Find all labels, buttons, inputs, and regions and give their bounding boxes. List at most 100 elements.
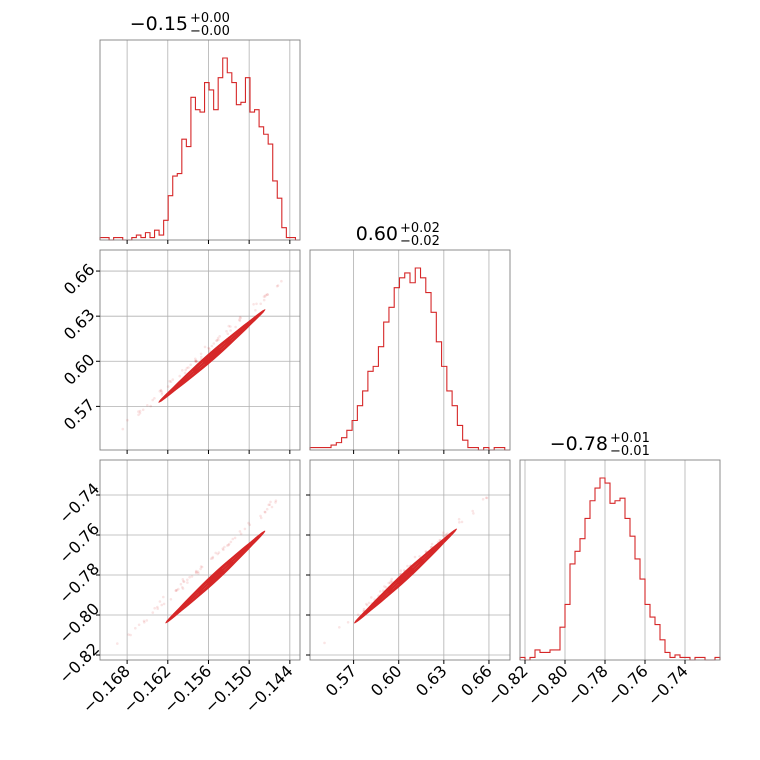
- contour-1-2-sample: [402, 569, 406, 572]
- contour-0-2-sample: [226, 544, 229, 547]
- contour-1-2-sample: [365, 603, 369, 607]
- contour-0-2-sample: [142, 619, 146, 623]
- contour-1-2-sample: [406, 564, 409, 568]
- contour-0-1-sample: [194, 359, 197, 363]
- contour-1-2-sample: [484, 496, 488, 500]
- hist-1-frame: [309, 249, 511, 451]
- contour-1-2-sample: [378, 590, 382, 593]
- contour-1-2-sample: [444, 533, 448, 536]
- contour-0-2-sample: [186, 578, 189, 582]
- contour-0-1-sample: [212, 342, 216, 345]
- contour-0-2-sample: [181, 578, 185, 581]
- contour-1-2-sample: [387, 581, 390, 585]
- contour-1-2-sample: [388, 581, 392, 585]
- contour-0-2-sample: [214, 551, 217, 555]
- hist-0-title-lower: −0.00: [190, 24, 230, 39]
- hist-2-title-upper: +0.01: [610, 431, 650, 446]
- contour-0-1-sample: [225, 330, 228, 333]
- hist-0-title-upper: +0.00: [190, 11, 230, 26]
- contour-0-2-sample: [263, 510, 267, 514]
- contour-0-2-sample: [199, 565, 203, 568]
- contour-1-2-sample: [370, 596, 373, 599]
- contour-0-2-sample: [175, 588, 179, 592]
- contour-panel-0-2: [96, 459, 301, 664]
- contour-1-2-sample: [424, 550, 428, 553]
- contour-0-2-sample: [243, 527, 247, 531]
- contour-0-2-sample: [265, 507, 269, 511]
- hist-0-title-value: −0.15: [130, 13, 188, 35]
- hist-2-step: [519, 477, 721, 661]
- contour-1-2-sample: [338, 626, 341, 629]
- contour-0-2-sample: [217, 551, 221, 554]
- contour-0-1-ridge: [159, 310, 264, 402]
- y-tick-label-p2: −0.80: [55, 599, 103, 647]
- contour-0-1-sample: [266, 293, 269, 296]
- contour-0-2-sample: [196, 570, 200, 573]
- contour-0-2-sample: [227, 542, 231, 546]
- contour-0-2-sample: [153, 606, 156, 610]
- contour-0-1-sample: [141, 408, 145, 412]
- contour-0-2-sample: [195, 570, 198, 574]
- hist-1-title-lower: −0.02: [400, 234, 440, 249]
- contour-1-2-sample: [481, 497, 485, 501]
- contour-0-2-sample: [259, 516, 263, 520]
- contour-0-2-sample: [156, 605, 159, 609]
- contour-1-2-sample: [346, 621, 350, 624]
- hist-2-frame: [519, 459, 721, 661]
- contour-0-1-frame: [99, 249, 301, 451]
- contour-0-2-sample: [194, 571, 198, 575]
- x-tick-label-p2: −0.82: [484, 661, 532, 709]
- contour-0-1-sample: [210, 344, 214, 348]
- contour-0-2-sample: [182, 580, 186, 584]
- contour-0-2-sample: [145, 619, 149, 622]
- x-tick-label-p1: 0.60: [367, 661, 406, 700]
- contour-0-1-sample: [264, 293, 268, 297]
- contour-1-2-sample: [446, 532, 449, 535]
- contour-0-2-sample: [197, 572, 200, 575]
- contour-0-2-sample: [169, 598, 173, 601]
- contour-0-1-sample: [276, 284, 280, 287]
- contour-panel-0-1: [96, 249, 301, 454]
- contour-0-1-sample: [252, 303, 255, 306]
- contour-1-2-sample: [418, 555, 421, 558]
- contour-0-1-sample: [195, 360, 198, 363]
- contour-0-2-sample: [177, 587, 180, 591]
- contour-1-2-sample: [384, 586, 388, 589]
- contour-0-2-sample: [238, 530, 242, 533]
- contour-0-2-sample: [229, 540, 233, 544]
- contour-0-1-sample: [239, 316, 242, 320]
- contour-1-2-sample: [362, 607, 366, 611]
- contour-0-2-sample: [222, 548, 225, 551]
- contour-0-1-sample: [181, 369, 184, 372]
- hist-1-title-value: 0.60: [356, 223, 398, 245]
- contour-0-1-sample: [138, 411, 142, 415]
- contour-0-1-sample: [262, 298, 266, 302]
- contour-1-2-sample: [390, 577, 393, 581]
- y-tick-label-p2: −0.76: [55, 519, 103, 567]
- contour-0-1-sample: [153, 397, 156, 400]
- contour-0-1-sample: [208, 347, 211, 351]
- contour-0-1-sample: [160, 389, 163, 393]
- contour-0-2-sample: [274, 499, 278, 502]
- contour-0-1-sample: [183, 371, 187, 375]
- contour-0-1-sample: [151, 398, 154, 402]
- contour-0-2-sample: [160, 603, 163, 607]
- contour-0-1-sample: [159, 388, 163, 392]
- hist-2-title-value: −0.78: [550, 433, 608, 455]
- contour-0-2-sample: [268, 503, 272, 506]
- contour-1-2-sample: [438, 538, 441, 542]
- contour-0-1-sample: [171, 378, 175, 381]
- contour-0-1-sample: [160, 393, 164, 396]
- contour-0-1-sample: [215, 339, 218, 343]
- contour-0-1-sample: [193, 360, 197, 363]
- contour-0-2-sample: [162, 595, 165, 599]
- contour-0-1-sample: [200, 355, 203, 359]
- contour-0-2-sample: [216, 552, 219, 556]
- contour-0-2-sample: [248, 523, 252, 527]
- contour-0-1-sample: [138, 409, 142, 413]
- contour-1-2-sample: [430, 542, 434, 546]
- contour-0-2-sample: [227, 543, 230, 547]
- y-tick-label-p1: 0.66: [60, 260, 99, 299]
- contour-0-2-sample: [269, 500, 272, 504]
- contour-0-1-sample: [226, 332, 230, 336]
